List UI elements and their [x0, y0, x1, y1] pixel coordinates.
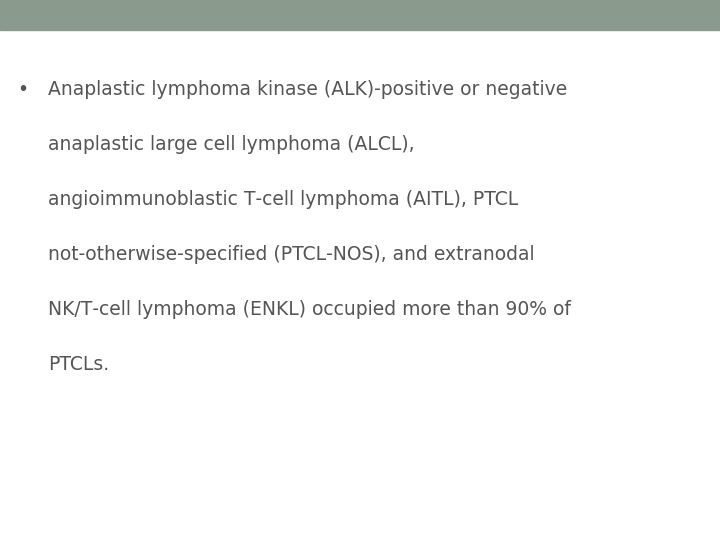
Text: angioimmunoblastic T‑cell lymphoma (AITL), PTCL: angioimmunoblastic T‑cell lymphoma (AITL…: [48, 190, 518, 209]
Text: not‑otherwise‑specified (PTCL‑NOS), and extranodal: not‑otherwise‑specified (PTCL‑NOS), and …: [48, 245, 535, 264]
Text: NK/T‑cell lymphoma (ENKL) occupied more than 90% of: NK/T‑cell lymphoma (ENKL) occupied more …: [48, 300, 571, 319]
Text: anaplastic large cell lymphoma (ALCL),: anaplastic large cell lymphoma (ALCL),: [48, 135, 415, 154]
Bar: [0, 0, 720, 30]
Text: PTCLs.: PTCLs.: [48, 355, 109, 374]
Text: Anaplastic lymphoma kinase (ALK)‑positive or negative: Anaplastic lymphoma kinase (ALK)‑positiv…: [48, 80, 567, 99]
Text: •: •: [17, 80, 28, 99]
